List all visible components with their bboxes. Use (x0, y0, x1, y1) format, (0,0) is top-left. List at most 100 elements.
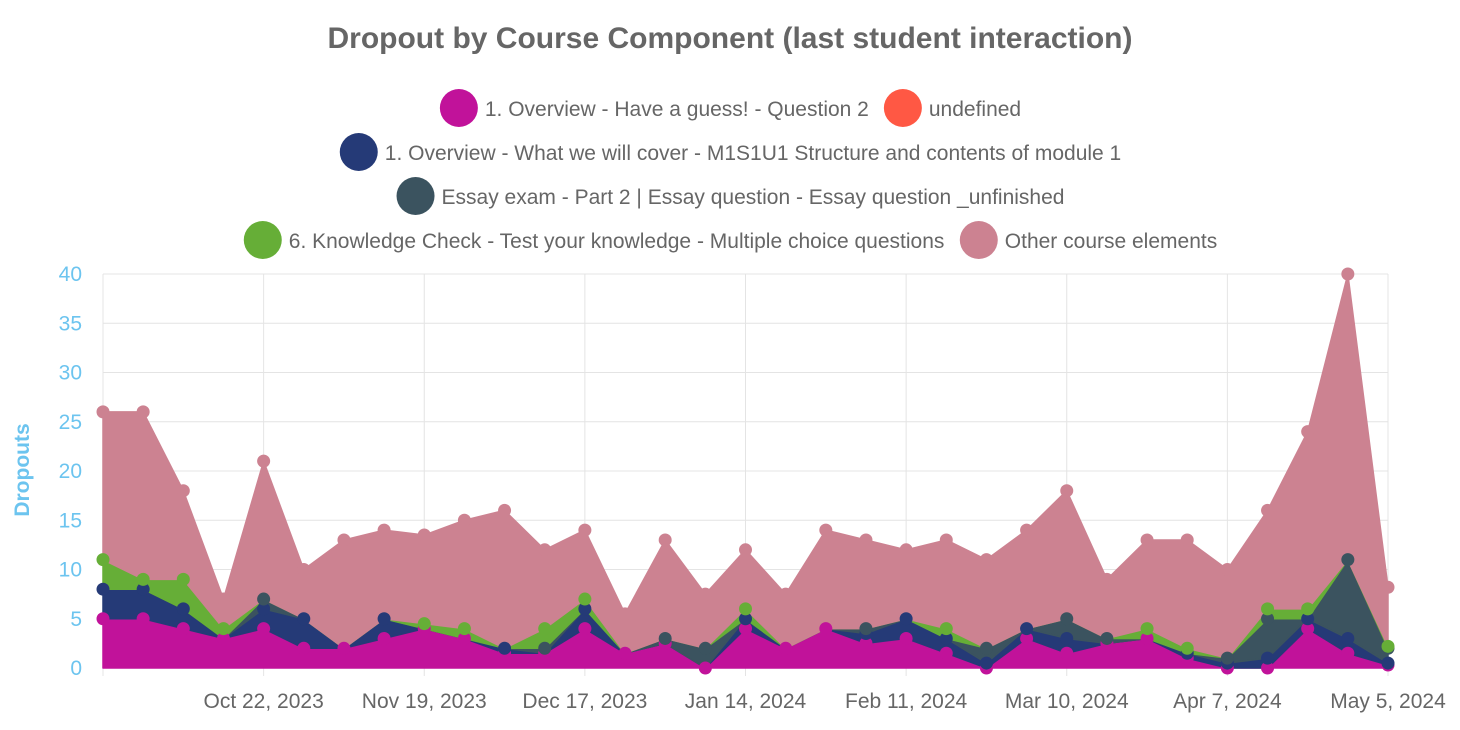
data-point[interactable] (698, 587, 712, 601)
data-point[interactable] (136, 572, 150, 586)
data-point[interactable] (1261, 661, 1275, 675)
data-point[interactable] (257, 602, 271, 616)
data-point[interactable] (1060, 631, 1074, 645)
data-point[interactable] (658, 533, 672, 547)
data-point[interactable] (136, 582, 150, 596)
data-point[interactable] (1341, 553, 1355, 567)
data-point[interactable] (739, 622, 752, 636)
data-point[interactable] (1020, 523, 1034, 537)
data-point[interactable] (1261, 602, 1275, 616)
data-point[interactable] (377, 612, 391, 626)
data-point[interactable] (1060, 484, 1074, 498)
data-point[interactable] (939, 533, 953, 547)
data-point[interactable] (979, 641, 993, 655)
data-point[interactable] (1301, 622, 1315, 636)
data-point[interactable] (1180, 641, 1194, 655)
data-point[interactable] (498, 503, 512, 517)
data-point[interactable] (1301, 425, 1315, 439)
data-point[interactable] (1301, 612, 1315, 626)
data-point[interactable] (739, 602, 752, 616)
data-point[interactable] (176, 572, 190, 586)
data-point[interactable] (1100, 572, 1114, 586)
data-point[interactable] (899, 631, 913, 645)
data-point[interactable] (457, 513, 471, 527)
data-point[interactable] (859, 622, 873, 636)
data-point[interactable] (257, 592, 271, 606)
data-point[interactable] (1020, 622, 1034, 636)
data-point[interactable] (819, 622, 833, 636)
data-point[interactable] (96, 582, 110, 596)
data-point[interactable] (176, 602, 190, 616)
data-point[interactable] (779, 587, 793, 601)
legend-item[interactable]: Other course elements (959, 221, 1217, 259)
data-point[interactable] (979, 656, 993, 670)
data-point[interactable] (899, 612, 913, 626)
data-point[interactable] (1140, 631, 1154, 645)
data-point[interactable] (1220, 563, 1234, 576)
data-point[interactable] (216, 631, 230, 645)
data-point[interactable] (739, 612, 752, 626)
data-point[interactable] (578, 622, 592, 636)
data-point[interactable] (176, 622, 190, 636)
legend-item[interactable]: Essay exam - Part 2 | Essay question - E… (396, 177, 1065, 215)
data-point[interactable] (1261, 651, 1275, 665)
data-point[interactable] (698, 661, 712, 675)
data-point[interactable] (939, 622, 953, 636)
data-point[interactable] (136, 405, 150, 419)
data-point[interactable] (538, 543, 552, 557)
data-point[interactable] (779, 641, 793, 655)
data-point[interactable] (297, 641, 311, 655)
legend-item[interactable]: 1. Overview - Have a guess! - Question 2 (439, 89, 869, 127)
data-point[interactable] (819, 523, 833, 537)
data-point[interactable] (1140, 533, 1154, 547)
data-point[interactable] (1381, 656, 1395, 670)
data-point[interactable] (859, 533, 873, 547)
data-point[interactable] (658, 631, 672, 645)
data-point[interactable] (457, 622, 471, 636)
data-point[interactable] (377, 631, 391, 645)
data-point[interactable] (1261, 612, 1275, 626)
data-point[interactable] (337, 641, 351, 655)
data-point[interactable] (1100, 631, 1114, 645)
data-point[interactable] (1341, 646, 1355, 660)
data-point[interactable] (1261, 503, 1275, 517)
data-point[interactable] (96, 405, 110, 419)
data-point[interactable] (939, 646, 953, 660)
data-point[interactable] (377, 523, 391, 537)
data-point[interactable] (698, 641, 712, 655)
data-point[interactable] (899, 543, 913, 557)
data-point[interactable] (1060, 646, 1074, 660)
data-point[interactable] (1060, 612, 1074, 626)
data-point[interactable] (1301, 602, 1315, 616)
data-point[interactable] (337, 533, 351, 547)
data-point[interactable] (1341, 631, 1355, 645)
legend-item[interactable]: 1. Overview - What we will cover - M1S1U… (339, 133, 1121, 171)
data-point[interactable] (417, 528, 431, 542)
data-point[interactable] (257, 454, 271, 468)
legend-item[interactable]: 6. Knowledge Check - Test your knowledge… (243, 221, 945, 259)
data-point[interactable] (578, 592, 592, 606)
data-point[interactable] (538, 641, 552, 655)
data-point[interactable] (257, 622, 271, 636)
data-point[interactable] (1020, 631, 1034, 645)
data-point[interactable] (1341, 267, 1355, 281)
data-point[interactable] (417, 617, 431, 631)
data-point[interactable] (939, 631, 953, 645)
data-point[interactable] (1381, 639, 1395, 653)
data-point[interactable] (859, 636, 873, 650)
legend-item[interactable]: undefined (883, 89, 1021, 127)
data-point[interactable] (176, 484, 190, 498)
data-point[interactable] (739, 543, 752, 557)
data-point[interactable] (979, 553, 993, 567)
data-point[interactable] (618, 607, 632, 621)
data-point[interactable] (96, 553, 110, 567)
data-point[interactable] (578, 523, 592, 537)
data-point[interactable] (216, 592, 230, 606)
data-point[interactable] (538, 622, 552, 636)
data-point[interactable] (297, 612, 311, 626)
data-point[interactable] (297, 563, 311, 576)
data-point[interactable] (457, 631, 471, 645)
data-point[interactable] (618, 646, 632, 660)
data-point[interactable] (1381, 580, 1395, 594)
data-point[interactable] (1140, 622, 1154, 636)
